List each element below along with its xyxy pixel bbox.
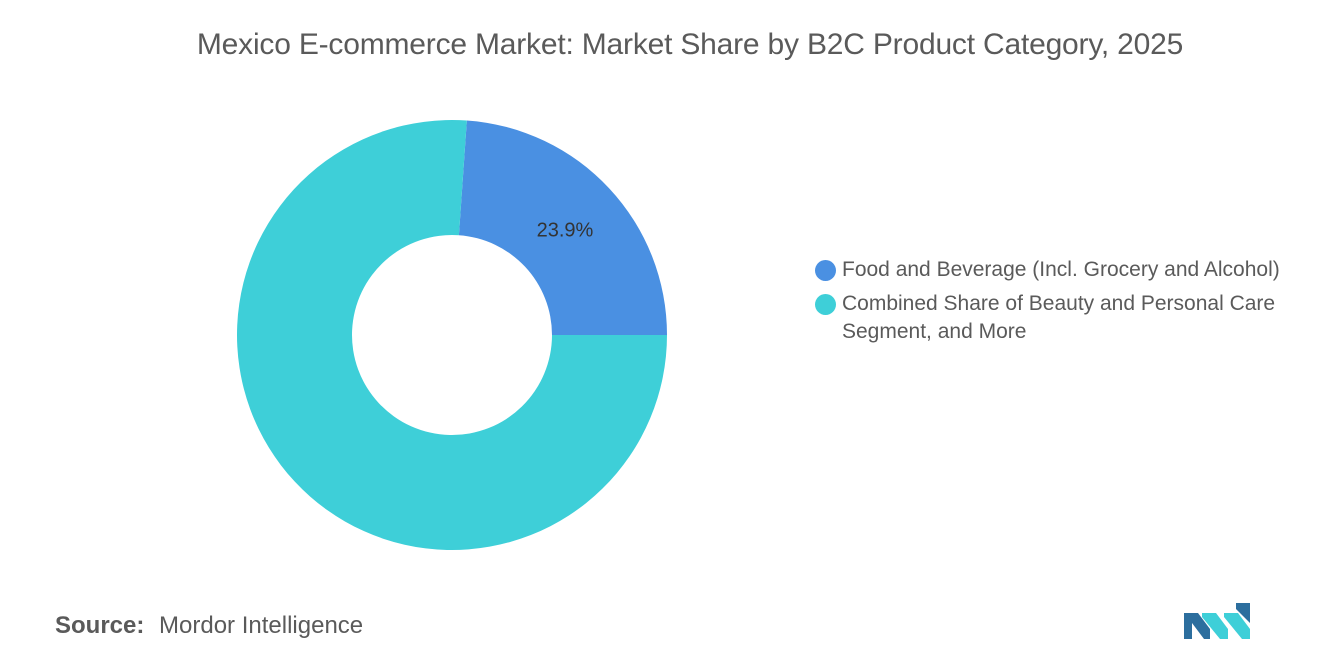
source-label: Source: (55, 612, 145, 639)
legend-label-beauty-personal-care: Combined Share of Beauty and Personal Ca… (842, 292, 1276, 343)
legend-swatch-food-beverage (815, 260, 836, 281)
source-text: Mordor Intelligence (159, 612, 364, 639)
chart-legend: Food and Beverage (Incl. Grocery and Alc… (815, 256, 1285, 352)
legend-label-food-beverage: Food and Beverage (Incl. Grocery and Alc… (842, 258, 1280, 281)
donut-slice-0 (458, 120, 667, 336)
donut-slice-1 (237, 120, 668, 551)
legend-swatch-beauty-personal-care (815, 294, 836, 315)
source-note: Source: Mordor Intelligence (55, 612, 363, 640)
mordor-intelligence-logo-icon (1184, 603, 1250, 639)
chart-title: Mexico E-commerce Market: Market Share b… (196, 28, 1184, 61)
legend-item-beauty-personal-care: Combined Share of Beauty and Personal Ca… (815, 290, 1285, 346)
legend-item-food-beverage: Food and Beverage (Incl. Grocery and Alc… (815, 256, 1285, 284)
donut-slice-label-0: 23.9% (537, 220, 594, 242)
